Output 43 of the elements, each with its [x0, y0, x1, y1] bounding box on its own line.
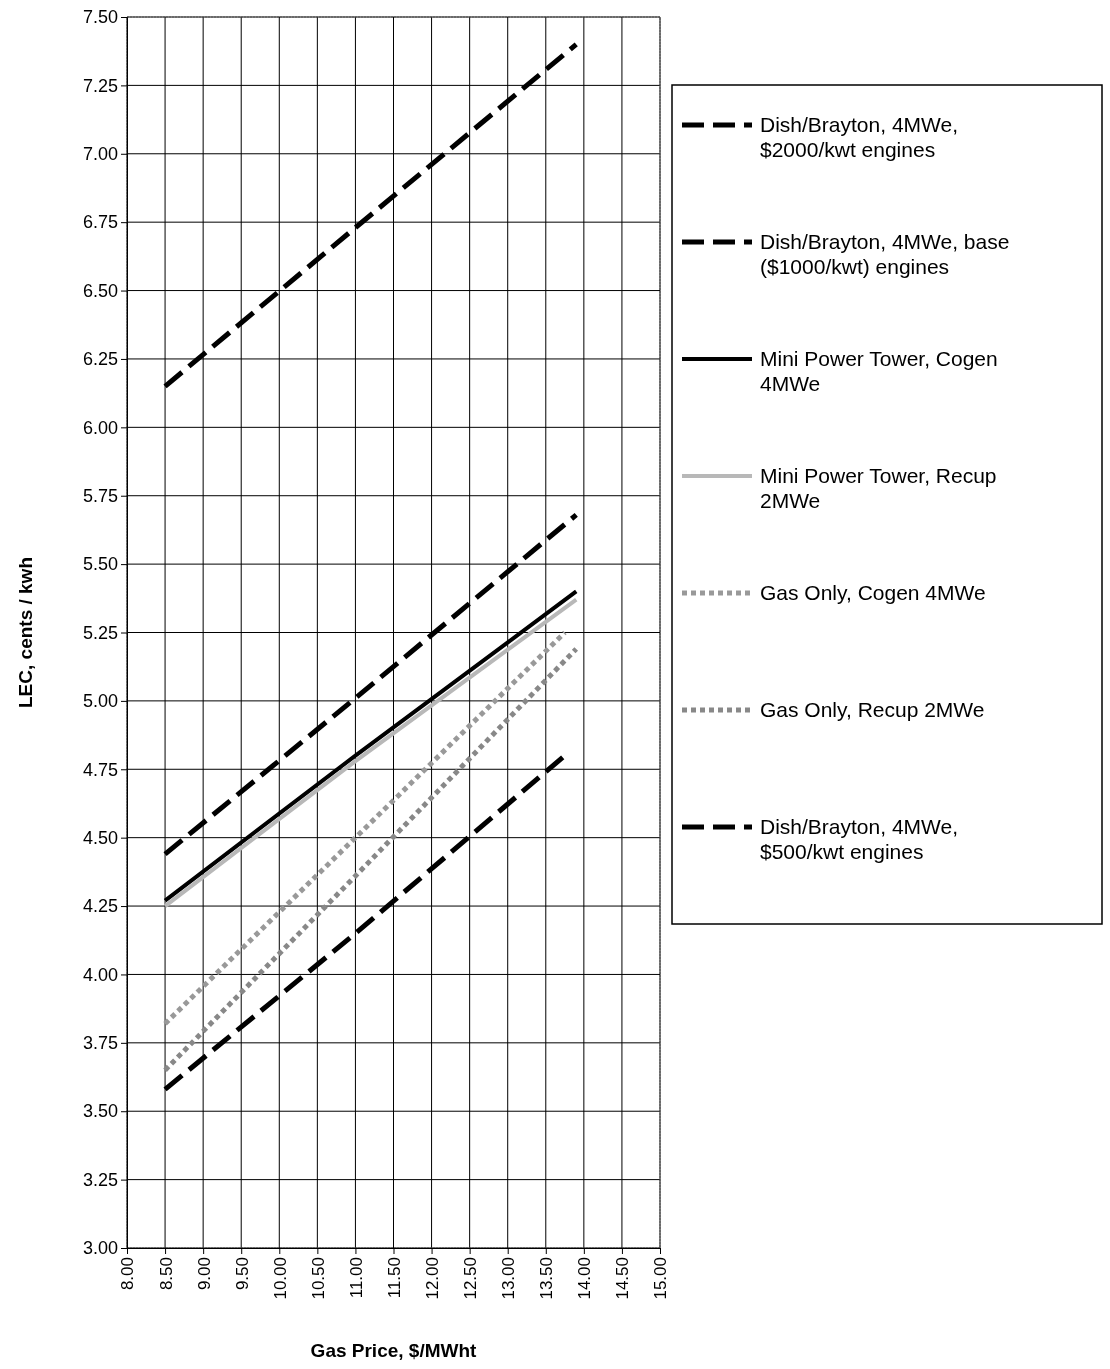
y-tick-label: 3.25 — [82, 1169, 118, 1190]
x-axis-title: Gas Price, $/MWht — [310, 1340, 478, 1361]
y-tick-label: 5.25 — [82, 622, 118, 643]
x-tick-label: 10.50 — [308, 1257, 328, 1300]
y-tick-label: 4.00 — [82, 964, 118, 985]
x-tick-label: 14.00 — [575, 1257, 595, 1300]
x-tick-label: 11.00 — [346, 1257, 366, 1299]
x-tick-label: 15.00 — [651, 1257, 671, 1300]
x-tick-label: 8.50 — [156, 1257, 176, 1291]
y-axis-title: LEC, cents / kwh — [15, 557, 36, 708]
x-tick-label: 11.50 — [384, 1257, 404, 1299]
y-tick-label: 7.50 — [82, 7, 118, 28]
x-tick-label: 12.00 — [423, 1257, 443, 1300]
y-tick-label: 5.00 — [82, 691, 118, 712]
x-tick-label: 10.00 — [270, 1257, 290, 1300]
legend-label: Dish/Brayton, 4MWe, base ($1000/kwt) engines — [760, 230, 1010, 279]
y-tick-label: 3.75 — [82, 1033, 118, 1054]
x-tick-label: 14.50 — [613, 1257, 633, 1300]
y-tick-label: 4.25 — [82, 896, 118, 917]
x-tick-label: 9.50 — [232, 1257, 252, 1291]
legend-label: Dish/Brayton, 4MWe, $2000/kwt engines — [760, 113, 959, 162]
x-tick-label: 9.00 — [194, 1257, 214, 1291]
y-tick-label: 7.25 — [82, 75, 118, 96]
y-tick-label: 3.50 — [82, 1101, 118, 1122]
y-tick-label: 6.25 — [82, 349, 118, 370]
x-tick-label: 13.50 — [537, 1257, 557, 1300]
legend-label: Mini Power Tower, Cogen 4MWe — [760, 347, 998, 396]
y-tick-label: 5.75 — [82, 485, 118, 506]
y-tick-label: 7.00 — [82, 144, 118, 165]
y-tick-label: 5.50 — [82, 554, 118, 575]
y-tick-label: 4.50 — [82, 827, 118, 848]
x-tick-label: 8.00 — [118, 1257, 138, 1291]
y-tick-label: 6.00 — [82, 417, 118, 438]
y-tick-label: 3.00 — [82, 1238, 118, 1259]
x-tick-label: 12.50 — [461, 1257, 481, 1300]
legend-label: Mini Power Tower, Recup 2MWe — [760, 464, 997, 513]
y-tick-label: 4.75 — [82, 759, 118, 780]
x-tick-label: 13.00 — [499, 1257, 519, 1300]
y-tick-label: 6.75 — [82, 212, 118, 233]
legend-label: Dish/Brayton, 4MWe, $500/kwt engines — [760, 815, 959, 864]
legend-label: Gas Only, Cogen 4MWe — [760, 581, 986, 604]
y-tick-label: 6.50 — [82, 280, 118, 301]
legend-label: Gas Only, Recup 2MWe — [760, 698, 985, 721]
